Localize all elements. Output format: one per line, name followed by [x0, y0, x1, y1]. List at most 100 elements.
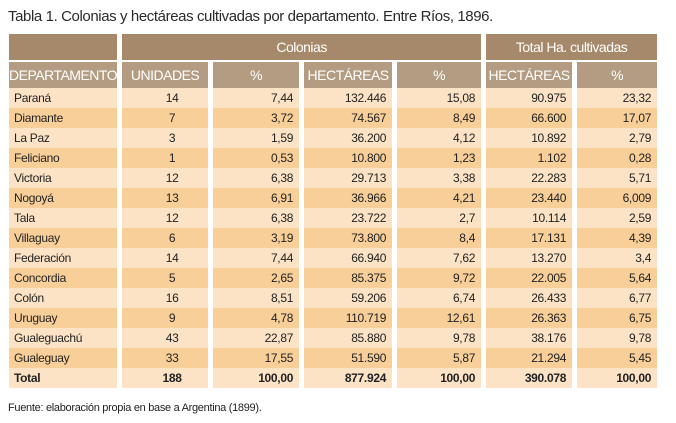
value-cell: 22,87	[213, 328, 300, 348]
value-cell: 3,72	[213, 108, 300, 128]
value-cell: 59.206	[304, 288, 393, 308]
value-cell: 3	[122, 128, 209, 148]
value-cell: 6,91	[213, 188, 300, 208]
value-cell: 17,55	[213, 348, 300, 368]
value-cell: 8,4	[397, 228, 482, 248]
value-cell: 7,62	[397, 248, 482, 268]
department-cell: Paraná	[9, 88, 118, 108]
value-cell: 22.283	[486, 168, 573, 188]
value-cell: 9,78	[397, 328, 482, 348]
value-cell: 21.294	[486, 348, 573, 368]
table-row: Uruguay 9 4,78 110.719 12,61 26.363 6,75	[9, 308, 658, 328]
value-cell: 9	[122, 308, 209, 328]
value-cell: 14	[122, 88, 209, 108]
department-cell: Gualeguay	[9, 348, 118, 368]
department-cell: Concordia	[9, 268, 118, 288]
value-cell: 16	[122, 288, 209, 308]
value-cell: 36.200	[304, 128, 393, 148]
value-cell: 51.590	[304, 348, 393, 368]
value-cell: 5,87	[397, 348, 482, 368]
table-row: Federación 14 7,44 66.940 7,62 13.270 3,4	[9, 248, 658, 268]
value-cell: 4,78	[213, 308, 300, 328]
table-row: Diamante 7 3,72 74.567 8,49 66.600 17,07	[9, 108, 658, 128]
colonias-table: Colonias Total Ha. cultivadas DEPARTAMEN…	[4, 34, 662, 388]
value-cell: 2,7	[397, 208, 482, 228]
value-cell: 74.567	[304, 108, 393, 128]
value-cell: 4,39	[577, 228, 658, 248]
value-cell: 10.800	[304, 148, 393, 168]
value-cell: 390.078	[486, 368, 573, 388]
value-cell: 22.005	[486, 268, 573, 288]
table-title: Tabla 1. Colonias y hectáreas cultivadas…	[8, 8, 493, 25]
table-row: Gualeguachú 43 22,87 85.880 9,78 38.176 9,78	[9, 328, 658, 348]
department-cell: Tala	[9, 208, 118, 228]
value-cell: 10.114	[486, 208, 573, 228]
value-cell: 6,74	[397, 288, 482, 308]
value-cell: 3,4	[577, 248, 658, 268]
value-cell: 85.375	[304, 268, 393, 288]
value-cell: 6,009	[577, 188, 658, 208]
value-cell: 8,51	[213, 288, 300, 308]
value-cell: 17,07	[577, 108, 658, 128]
department-cell: Uruguay	[9, 308, 118, 328]
table-row: Tala 12 6,38 23.722 2,7 10.114 2,59	[9, 208, 658, 228]
group-header-colonias: Colonias	[122, 34, 482, 60]
department-cell: La Paz	[9, 128, 118, 148]
value-cell: 188	[122, 368, 209, 388]
column-header: %	[577, 60, 658, 88]
table-row: La Paz 3 1,59 36.200 4,12 10.892 2,79	[9, 128, 658, 148]
value-cell: 73.800	[304, 228, 393, 248]
department-cell: Total	[9, 368, 118, 388]
value-cell: 15,08	[397, 88, 482, 108]
department-cell: Gualeguachú	[9, 328, 118, 348]
value-cell: 110.719	[304, 308, 393, 328]
value-cell: 5,45	[577, 348, 658, 368]
column-header: DEPARTAMENTO	[9, 60, 118, 88]
value-cell: 17.131	[486, 228, 573, 248]
value-cell: 14	[122, 248, 209, 268]
value-cell: 100,00	[213, 368, 300, 388]
value-cell: 12	[122, 208, 209, 228]
value-cell: 66.940	[304, 248, 393, 268]
value-cell: 1.102	[486, 148, 573, 168]
value-cell: 10.892	[486, 128, 573, 148]
value-cell: 9,78	[577, 328, 658, 348]
value-cell: 13	[122, 188, 209, 208]
column-header: %	[397, 60, 482, 88]
value-cell: 26.433	[486, 288, 573, 308]
department-cell: Nogoyá	[9, 188, 118, 208]
column-header: HECTÁREAS	[304, 60, 393, 88]
value-cell: 12	[122, 168, 209, 188]
value-cell: 7,44	[213, 248, 300, 268]
table-row: Feliciano 1 0,53 10.800 1,23 1.102 0,28	[9, 148, 658, 168]
value-cell: 13.270	[486, 248, 573, 268]
value-cell: 38.176	[486, 328, 573, 348]
value-cell: 43	[122, 328, 209, 348]
value-cell: 1,23	[397, 148, 482, 168]
value-cell: 7,44	[213, 88, 300, 108]
value-cell: 5,64	[577, 268, 658, 288]
value-cell: 1,59	[213, 128, 300, 148]
department-cell: Federación	[9, 248, 118, 268]
value-cell: 4,12	[397, 128, 482, 148]
value-cell: 85.880	[304, 328, 393, 348]
value-cell: 0,28	[577, 148, 658, 168]
column-header: UNIDADES	[122, 60, 209, 88]
table-row: Paraná 14 7,44 132.446 15,08 90.975 23,32	[9, 88, 658, 108]
table-row: Nogoyá 13 6,91 36.966 4,21 23.440 6,009	[9, 188, 658, 208]
value-cell: 100,00	[577, 368, 658, 388]
value-cell: 9,72	[397, 268, 482, 288]
column-header: HECTÁREAS	[486, 60, 573, 88]
department-cell: Villaguay	[9, 228, 118, 248]
group-header-total: Total Ha. cultivadas	[486, 34, 658, 60]
value-cell: 6,38	[213, 208, 300, 228]
table-row: Gualeguay 33 17,55 51.590 5,87 21.294 5,45	[9, 348, 658, 368]
value-cell: 12,61	[397, 308, 482, 328]
department-cell: Victoria	[9, 168, 118, 188]
value-cell: 29.713	[304, 168, 393, 188]
table-row: Villaguay 6 3,19 73.800 8,4 17.131 4,39	[9, 228, 658, 248]
table-row: Victoria 12 6,38 29.713 3,38 22.283 5,71	[9, 168, 658, 188]
value-cell: 6,75	[577, 308, 658, 328]
value-cell: 23.440	[486, 188, 573, 208]
table-row: Concordia 5 2,65 85.375 9,72 22.005 5,64	[9, 268, 658, 288]
